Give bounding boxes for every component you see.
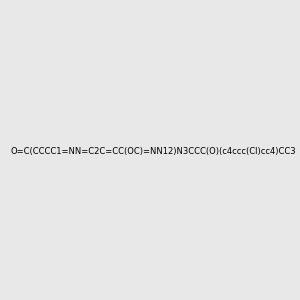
Text: O=C(CCCC1=NN=C2C=CC(OC)=NN12)N3CCC(O)(c4ccc(Cl)cc4)CC3: O=C(CCCC1=NN=C2C=CC(OC)=NN12)N3CCC(O)(c4… (11, 147, 297, 156)
